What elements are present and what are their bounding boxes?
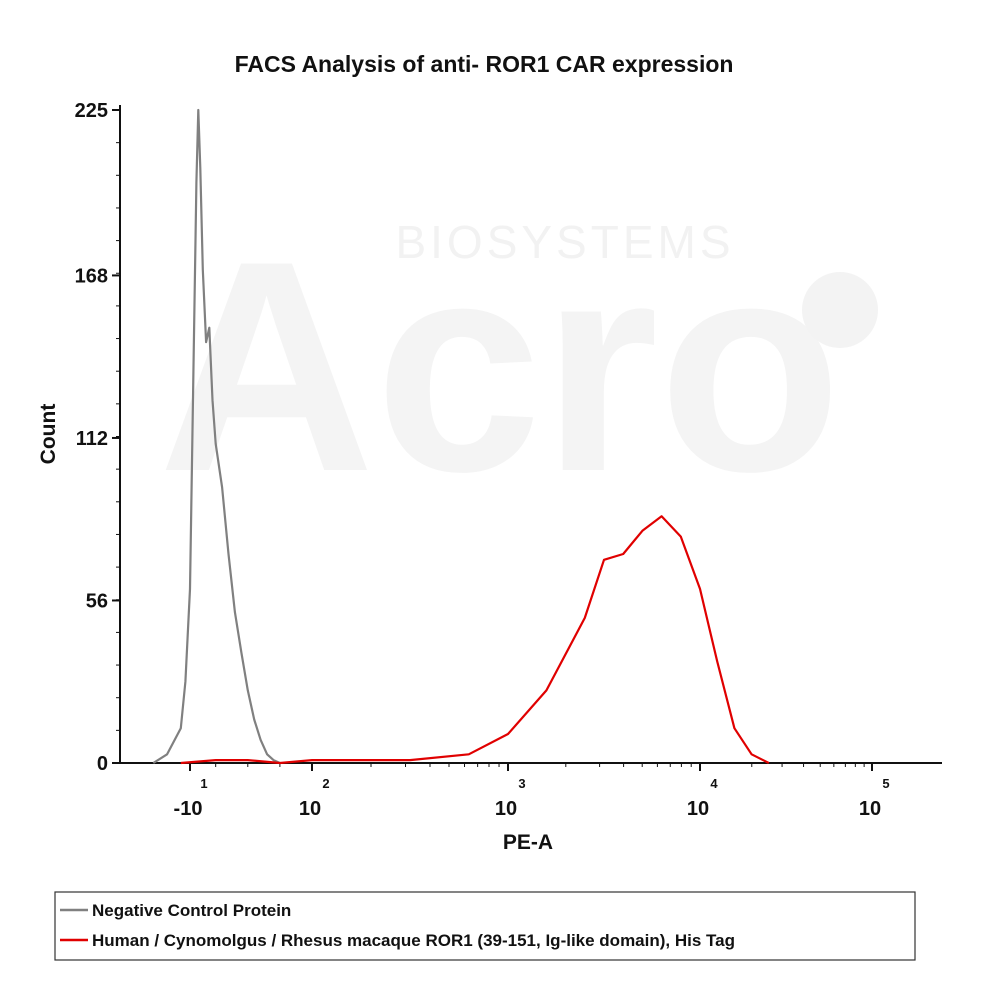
series-line-1 [180, 515, 770, 765]
series-layer [152, 108, 770, 765]
x-tick-label: 10 [299, 798, 321, 820]
y-tick-label: 56 [86, 590, 108, 612]
legend-label-negative-control: Negative Control Protein [92, 901, 291, 920]
x-tick-exponent: 4 [710, 776, 718, 791]
watermark-dot [802, 272, 878, 348]
legend: Negative Control Protein Human / Cynomol… [54, 891, 916, 961]
x-tick-exponent: 2 [322, 776, 329, 791]
y-axis-label: Count [37, 404, 60, 465]
chart-title: FACS Analysis of anti- ROR1 CAR expressi… [235, 51, 734, 77]
x-tick-label: 10 [495, 798, 517, 820]
y-tick-label: 112 [76, 428, 108, 450]
y-tick-label: 225 [75, 100, 108, 122]
x-tick-label: -10 [174, 798, 203, 820]
legend-label-ror1: Human / Cynomolgus / Rhesus macaque ROR1… [92, 931, 735, 950]
x-axis-label: PE-A [503, 831, 553, 854]
y-tick-label: 0 [97, 753, 108, 775]
x-tick-label: 10 [859, 798, 881, 820]
x-tick-exponent: 3 [518, 776, 525, 791]
y-axis-ticks: 0 56 112 168 225 [75, 100, 120, 775]
x-tick-label: 10 [687, 798, 709, 820]
x-tick-exponent: 1 [200, 776, 207, 791]
x-tick-exponent: 5 [882, 776, 889, 791]
watermark-subtitle: BIOSYSTEMS [395, 216, 734, 268]
watermark-logo: Acro [158, 198, 842, 534]
y-tick-label: 168 [75, 265, 108, 287]
series-line-0 [152, 108, 281, 765]
legend-box [54, 891, 916, 961]
